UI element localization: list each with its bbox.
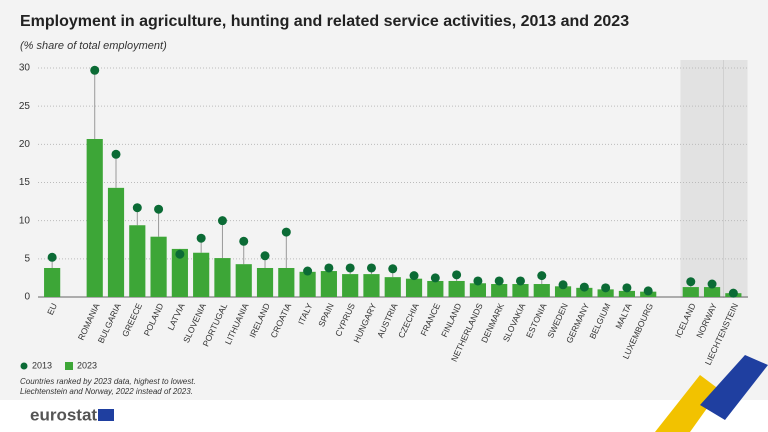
dot [217, 216, 227, 226]
dot [47, 252, 57, 262]
dot [601, 283, 611, 293]
bar [214, 258, 231, 297]
dot [281, 227, 291, 237]
y-tick-label: 30 [19, 63, 31, 74]
bar [533, 284, 550, 297]
bar [363, 274, 380, 297]
y-tick-label: 25 [19, 101, 31, 112]
bar [469, 283, 486, 297]
bar [448, 280, 465, 297]
bar [405, 278, 423, 297]
note: Liechtenstein and Norway, 2022 instead o… [20, 387, 193, 396]
dot [622, 283, 632, 293]
bar [384, 277, 401, 297]
dot [366, 263, 376, 273]
legend-label: 2023 [77, 360, 97, 370]
dot [579, 282, 589, 292]
decor [655, 375, 720, 432]
dot [388, 264, 398, 274]
bar [320, 271, 337, 297]
eu-flag [98, 409, 114, 421]
bar [576, 287, 593, 297]
bar [299, 271, 316, 297]
dot [260, 251, 270, 261]
dot [196, 233, 206, 243]
dot [686, 277, 696, 287]
bar [618, 290, 636, 297]
bar [171, 248, 188, 297]
bar [150, 236, 167, 297]
bar [129, 225, 146, 297]
dot [409, 271, 419, 281]
dot [345, 263, 355, 273]
efta-shading [680, 60, 748, 298]
dot [303, 266, 313, 276]
x-tick-label: EU [45, 302, 59, 317]
legend-swatch [65, 362, 73, 370]
dot [90, 65, 100, 75]
note: Countries ranked by 2023 data, highest t… [20, 377, 196, 386]
bar [512, 284, 529, 297]
y-tick-label: 5 [24, 253, 30, 264]
bar [682, 287, 699, 297]
dot [452, 270, 462, 280]
bar [703, 287, 721, 297]
dot [111, 149, 121, 159]
dot [473, 276, 483, 286]
dot [175, 249, 185, 259]
legend: 2013 2023 [20, 360, 97, 370]
dot [154, 204, 164, 214]
bar [193, 252, 210, 297]
dot [132, 203, 142, 213]
y-tick-label: 20 [19, 139, 31, 150]
chart-title: Employment in agriculture, hunting and r… [20, 13, 629, 30]
legend-dot [20, 362, 28, 370]
dot [494, 276, 504, 286]
dot [558, 280, 568, 290]
y-tick-label: 0 [24, 292, 30, 303]
dot [430, 273, 440, 283]
dot [537, 271, 547, 281]
bar [235, 264, 252, 297]
bar [44, 267, 61, 297]
bar [342, 274, 359, 297]
bar [107, 187, 125, 297]
dot [324, 263, 334, 273]
decor [700, 355, 768, 420]
bar [491, 284, 508, 297]
y-tick-label: 10 [19, 215, 31, 226]
dot [239, 236, 249, 246]
bar [427, 280, 444, 297]
dot [707, 279, 717, 289]
bar [554, 286, 572, 297]
dot [515, 276, 525, 286]
y-tick-label: 15 [19, 177, 31, 188]
bar [597, 289, 614, 297]
bar [256, 267, 274, 297]
chart-subtitle: (% share of total employment) [20, 40, 167, 52]
legend-label: 2013 [32, 360, 52, 370]
bar [278, 267, 295, 297]
dot [728, 288, 738, 298]
dot [643, 286, 653, 296]
logo: eurostat [30, 405, 97, 424]
bar [86, 138, 103, 297]
footer-band [0, 400, 768, 432]
